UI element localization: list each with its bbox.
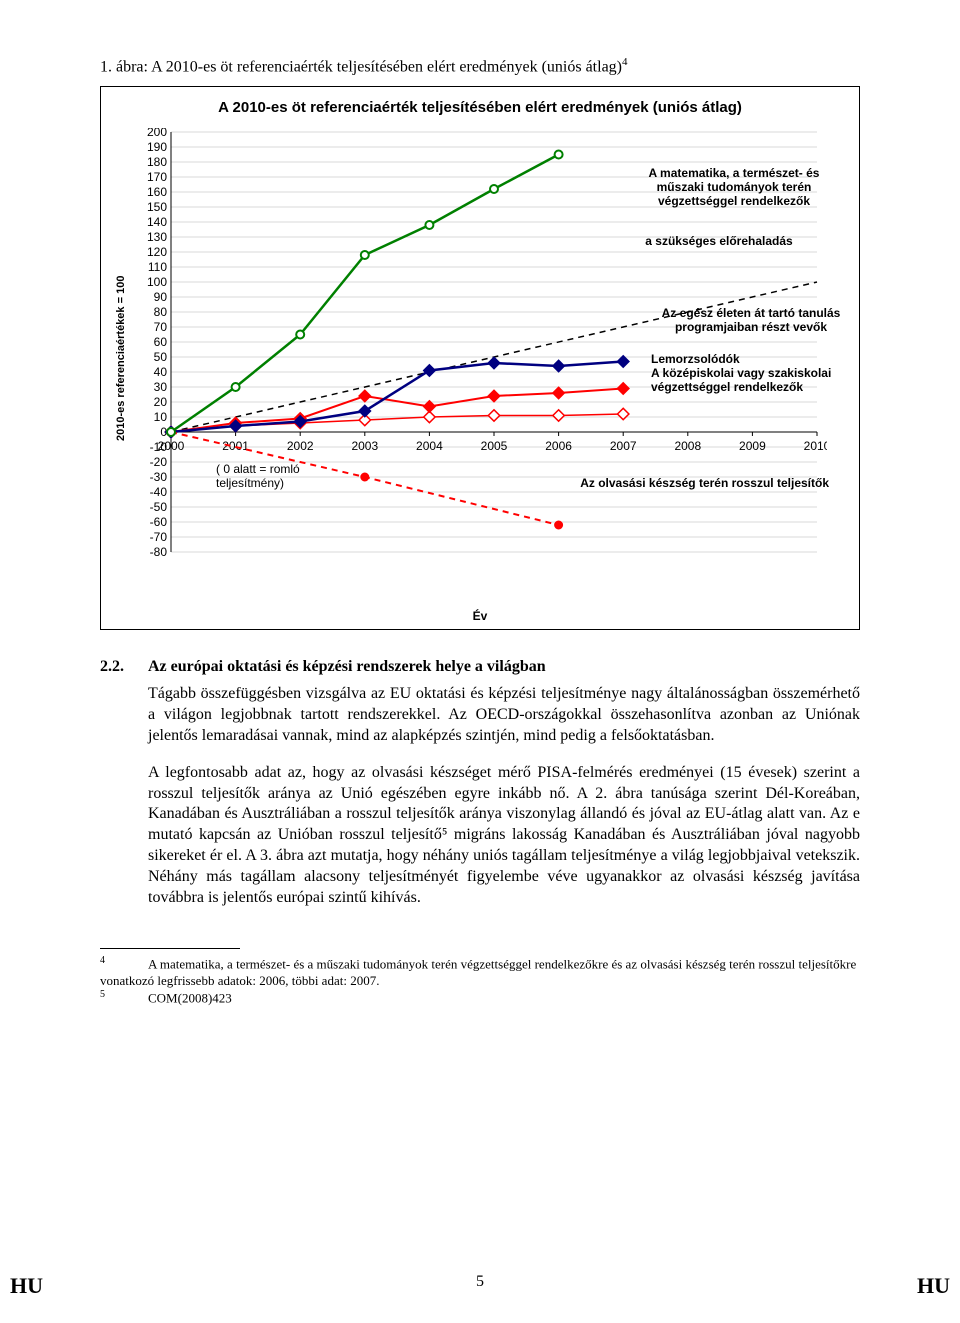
svg-text:180: 180	[147, 155, 167, 169]
svg-text:40: 40	[154, 365, 168, 379]
svg-text:160: 160	[147, 185, 167, 199]
footer-page: 5	[476, 1273, 484, 1299]
paragraph-2: A legfontosabb adat az, hogy az olvasási…	[148, 763, 860, 909]
ann-dropout: Lemorzsolódók	[651, 353, 841, 367]
svg-text:150: 150	[147, 200, 167, 214]
svg-text:20: 20	[154, 395, 168, 409]
svg-text:190: 190	[147, 140, 167, 154]
caption-super: 4	[622, 56, 628, 68]
svg-text:2005: 2005	[481, 439, 508, 453]
footnote-rule	[100, 948, 240, 949]
ann-required: a szükséges előrehaladás	[629, 235, 809, 249]
fn5-text: COM(2008)423	[148, 990, 232, 1005]
footnote-4: 4A matematika, a természet- és a műszaki…	[100, 955, 860, 988]
x-axis-label: Év	[473, 610, 488, 624]
svg-text:-30: -30	[150, 470, 168, 484]
svg-text:140: 140	[147, 215, 167, 229]
svg-text:2003: 2003	[351, 439, 378, 453]
svg-text:-40: -40	[150, 485, 168, 499]
chart-container: A 2010-es öt referenciaérték teljesítésé…	[100, 86, 860, 630]
svg-text:2008: 2008	[674, 439, 701, 453]
svg-text:130: 130	[147, 230, 167, 244]
svg-text:110: 110	[148, 260, 167, 274]
svg-text:2010: 2010	[804, 439, 827, 453]
chart-title: A 2010-es öt referenciaérték teljesítésé…	[111, 99, 849, 116]
svg-text:2007: 2007	[610, 439, 637, 453]
svg-text:170: 170	[147, 170, 167, 184]
svg-text:10: 10	[154, 410, 168, 424]
footer-right: HU	[917, 1273, 950, 1299]
section-num: 2.2.	[100, 658, 148, 676]
ann-lifelong: Az egész életen át tartó tanulás program…	[661, 307, 841, 335]
page-footer: HU 5 HU	[0, 1273, 960, 1299]
svg-text:70: 70	[154, 320, 168, 334]
svg-text:60: 60	[154, 335, 168, 349]
svg-text:-80: -80	[150, 545, 168, 559]
chart-note: ( 0 alatt = romló teljesítmény)	[216, 463, 326, 491]
ann-uppersec: A középiskolai vagy szakiskolai végzetts…	[651, 367, 841, 395]
fn4-text: A matematika, a természet- és a műszaki …	[100, 957, 856, 988]
svg-text:30: 30	[154, 380, 168, 394]
figure-caption: 1. ábra: A 2010-es öt referenciaérték te…	[100, 56, 860, 76]
svg-text:2001: 2001	[222, 439, 249, 453]
svg-text:200: 200	[147, 128, 167, 139]
svg-text:-60: -60	[150, 515, 168, 529]
svg-text:2006: 2006	[545, 439, 572, 453]
svg-text:-50: -50	[150, 500, 168, 514]
svg-text:2002: 2002	[287, 439, 314, 453]
caption-text: 1. ábra: A 2010-es öt referenciaérték te…	[100, 58, 622, 75]
ann-mst: A matematika, a természet- és műszaki tu…	[629, 167, 839, 208]
paragraph-1: Tágabb összefüggésben vizsgálva az EU ok…	[148, 684, 860, 746]
svg-text:2004: 2004	[416, 439, 443, 453]
svg-text:100: 100	[147, 275, 167, 289]
svg-text:90: 90	[154, 290, 168, 304]
svg-text:120: 120	[147, 245, 167, 259]
ann-reading: Az olvasási készség terén rosszul teljes…	[549, 477, 829, 491]
svg-text:-70: -70	[150, 530, 168, 544]
svg-text:2009: 2009	[739, 439, 766, 453]
svg-text:-20: -20	[150, 455, 168, 469]
section-title: Az európai oktatási és képzési rendszere…	[148, 658, 546, 675]
y-axis-label: 2010-es referenciaértékek = 100	[111, 128, 127, 588]
svg-text:50: 50	[154, 350, 168, 364]
footer-left: HU	[10, 1273, 43, 1299]
footnote-5: 5COM(2008)423	[100, 989, 860, 1006]
svg-text:80: 80	[154, 305, 168, 319]
section-heading: 2.2.Az európai oktatási és képzési rends…	[100, 658, 860, 676]
